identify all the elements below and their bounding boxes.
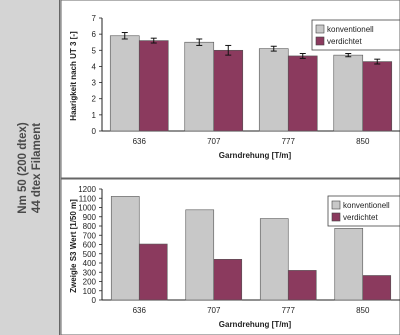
x-tick-label: 777 bbox=[282, 137, 296, 146]
legend-label-verdichtet: verdichtet bbox=[327, 37, 362, 46]
bar-verdichtet bbox=[287, 270, 317, 301]
y-tick-label: 500 bbox=[83, 250, 97, 259]
y-tick-label: 700 bbox=[83, 231, 97, 240]
x-tick-label: 636 bbox=[133, 137, 147, 146]
y-tick-label: 1200 bbox=[78, 185, 96, 194]
bar-konventionell bbox=[259, 218, 289, 301]
legend-swatch-verdichtet bbox=[331, 212, 341, 222]
y-tick-label: 5 bbox=[92, 46, 97, 55]
bar-verdichtet bbox=[213, 258, 243, 301]
bar-konventionell bbox=[334, 228, 364, 301]
chart-1: 0 1 2 3 4 5 6 7 636 707 777 850 Garndrehung [T/m] Haa… bbox=[60, 0, 400, 179]
bar-konventionell bbox=[109, 35, 140, 132]
y-axis-title: Zweigle S3 Wert [1/50 m] bbox=[69, 199, 78, 293]
y-tick-label: 3 bbox=[92, 79, 97, 88]
x-tick-label: 707 bbox=[207, 306, 221, 315]
y-tick-label: 7 bbox=[92, 14, 97, 23]
y-tick-label: 600 bbox=[83, 241, 97, 250]
legend-swatch-konventionell bbox=[331, 200, 341, 210]
legend-label-konventionell: konventionell bbox=[343, 201, 390, 210]
x-axis-title: Garndrehung [T/m] bbox=[219, 320, 292, 329]
bar-verdichtet bbox=[138, 243, 168, 301]
y-tick-label: 4 bbox=[92, 62, 97, 71]
y-tick-label: 1100 bbox=[79, 194, 97, 203]
chart-2: 0100200300400500600700800900100011001200… bbox=[60, 178, 400, 335]
y-axis-title: Haarigkeit nach UT 3 [-] bbox=[69, 31, 78, 121]
bar-konventionell bbox=[110, 196, 140, 301]
bar-verdichtet bbox=[213, 49, 244, 132]
y-tick-label: 100 bbox=[83, 287, 97, 296]
x-tick-label: 707 bbox=[207, 137, 221, 146]
bar-verdichtet bbox=[287, 55, 318, 132]
x-axis-title: Garndrehung [T/m] bbox=[219, 151, 292, 160]
y-tick-label: 1000 bbox=[78, 204, 96, 213]
y-tick-label: 6 bbox=[92, 30, 97, 39]
x-tick-label: 850 bbox=[356, 306, 370, 315]
y-tick-label: 0 bbox=[92, 296, 97, 305]
legend-box bbox=[311, 19, 400, 51]
bar-verdichtet bbox=[362, 61, 393, 132]
x-tick-label: 777 bbox=[282, 306, 296, 315]
x-tick-label: 636 bbox=[133, 306, 147, 315]
legend-label-verdichtet: verdichtet bbox=[343, 213, 378, 222]
legend-swatch-konventionell bbox=[315, 24, 325, 34]
bar-verdichtet bbox=[138, 40, 169, 132]
y-tick-label: 800 bbox=[83, 222, 97, 231]
bar-konventionell bbox=[184, 41, 215, 132]
legend-swatch-verdichtet bbox=[315, 36, 325, 46]
bar-konventionell bbox=[258, 48, 289, 132]
legend-label-konventionell: konventionell bbox=[327, 25, 374, 34]
y-tick-label: 200 bbox=[83, 278, 97, 287]
x-tick-label: 850 bbox=[356, 137, 370, 146]
y-tick-label: 0 bbox=[92, 127, 97, 136]
side-panel: Nm 50 (200 dtex) 44 dtex Filament bbox=[0, 0, 60, 335]
bar-konventionell bbox=[333, 54, 364, 132]
bar-verdichtet bbox=[362, 275, 392, 301]
y-tick-label: 300 bbox=[83, 268, 97, 277]
y-tick-label: 2 bbox=[92, 95, 97, 104]
y-tick-label: 1 bbox=[92, 111, 97, 120]
bar-konventionell bbox=[185, 209, 215, 301]
y-tick-label: 900 bbox=[83, 213, 97, 222]
y-tick-label: 400 bbox=[83, 259, 97, 268]
